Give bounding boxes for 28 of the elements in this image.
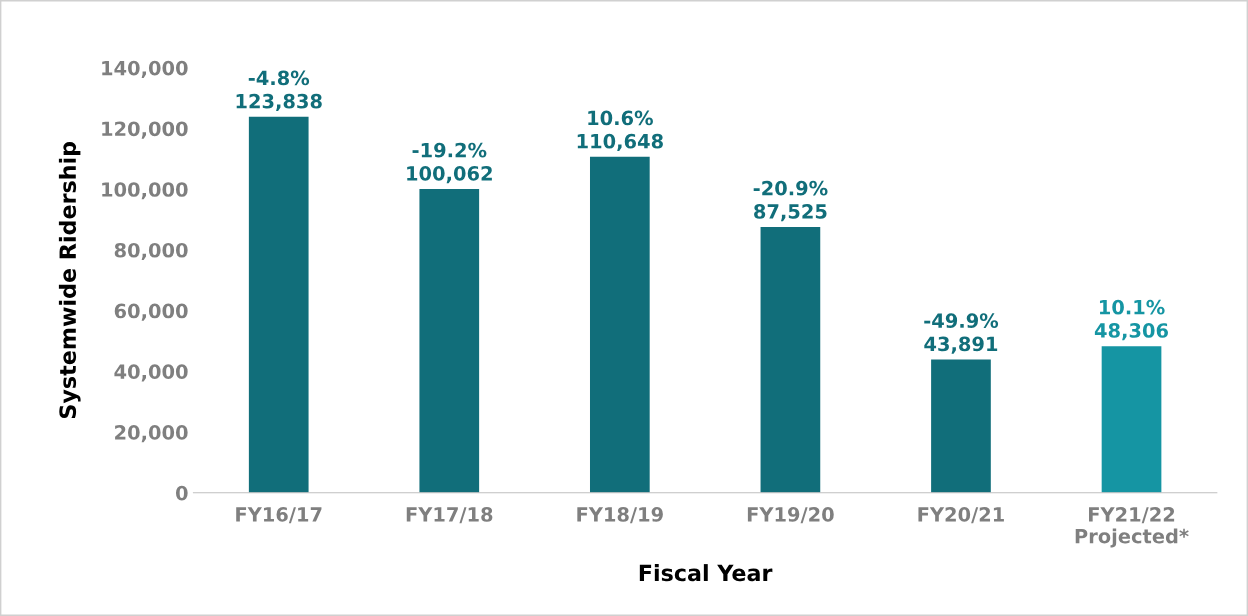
data-label: 10.1% 48,306	[1094, 299, 1168, 341]
bar	[931, 359, 991, 493]
x-axis-title: Fiscal Year	[639, 564, 773, 582]
data-label: -20.9% 87,525	[753, 180, 828, 222]
x-tick-label: FY17/18	[406, 507, 493, 524]
y-tick-label: 60,000	[114, 303, 188, 321]
data-label: -49.9% 43,891	[924, 313, 999, 354]
data-label: -4.8% 123,838	[236, 70, 322, 111]
bar	[589, 156, 650, 493]
y-tick-label: 80,000	[114, 242, 188, 261]
data-label: -19.2% 100,062	[407, 142, 492, 184]
data-label: 10.6% 110,648	[577, 110, 663, 152]
bar	[248, 116, 309, 493]
x-tick-label: FY18/19	[577, 507, 663, 524]
bar	[419, 189, 480, 493]
y-tick-label: 140,000	[102, 60, 188, 78]
y-axis-title: Systemwide Ridership	[58, 141, 81, 419]
x-tick-label: FY19/20	[747, 507, 834, 524]
y-tick-label: 20,000	[115, 425, 188, 443]
y-tick-label: 120,000	[102, 121, 188, 139]
y-tick-label: 40,000	[114, 364, 188, 382]
x-tick-label: FY16/17	[236, 507, 322, 524]
bar	[760, 227, 821, 493]
y-tick-label: 0	[175, 485, 188, 501]
y-tick-label: 100,000	[102, 182, 188, 200]
bar	[1101, 346, 1162, 493]
x-tick-label: FY21/22 Projected*	[1075, 507, 1189, 548]
x-tick-label: FY20/21	[918, 507, 1004, 524]
